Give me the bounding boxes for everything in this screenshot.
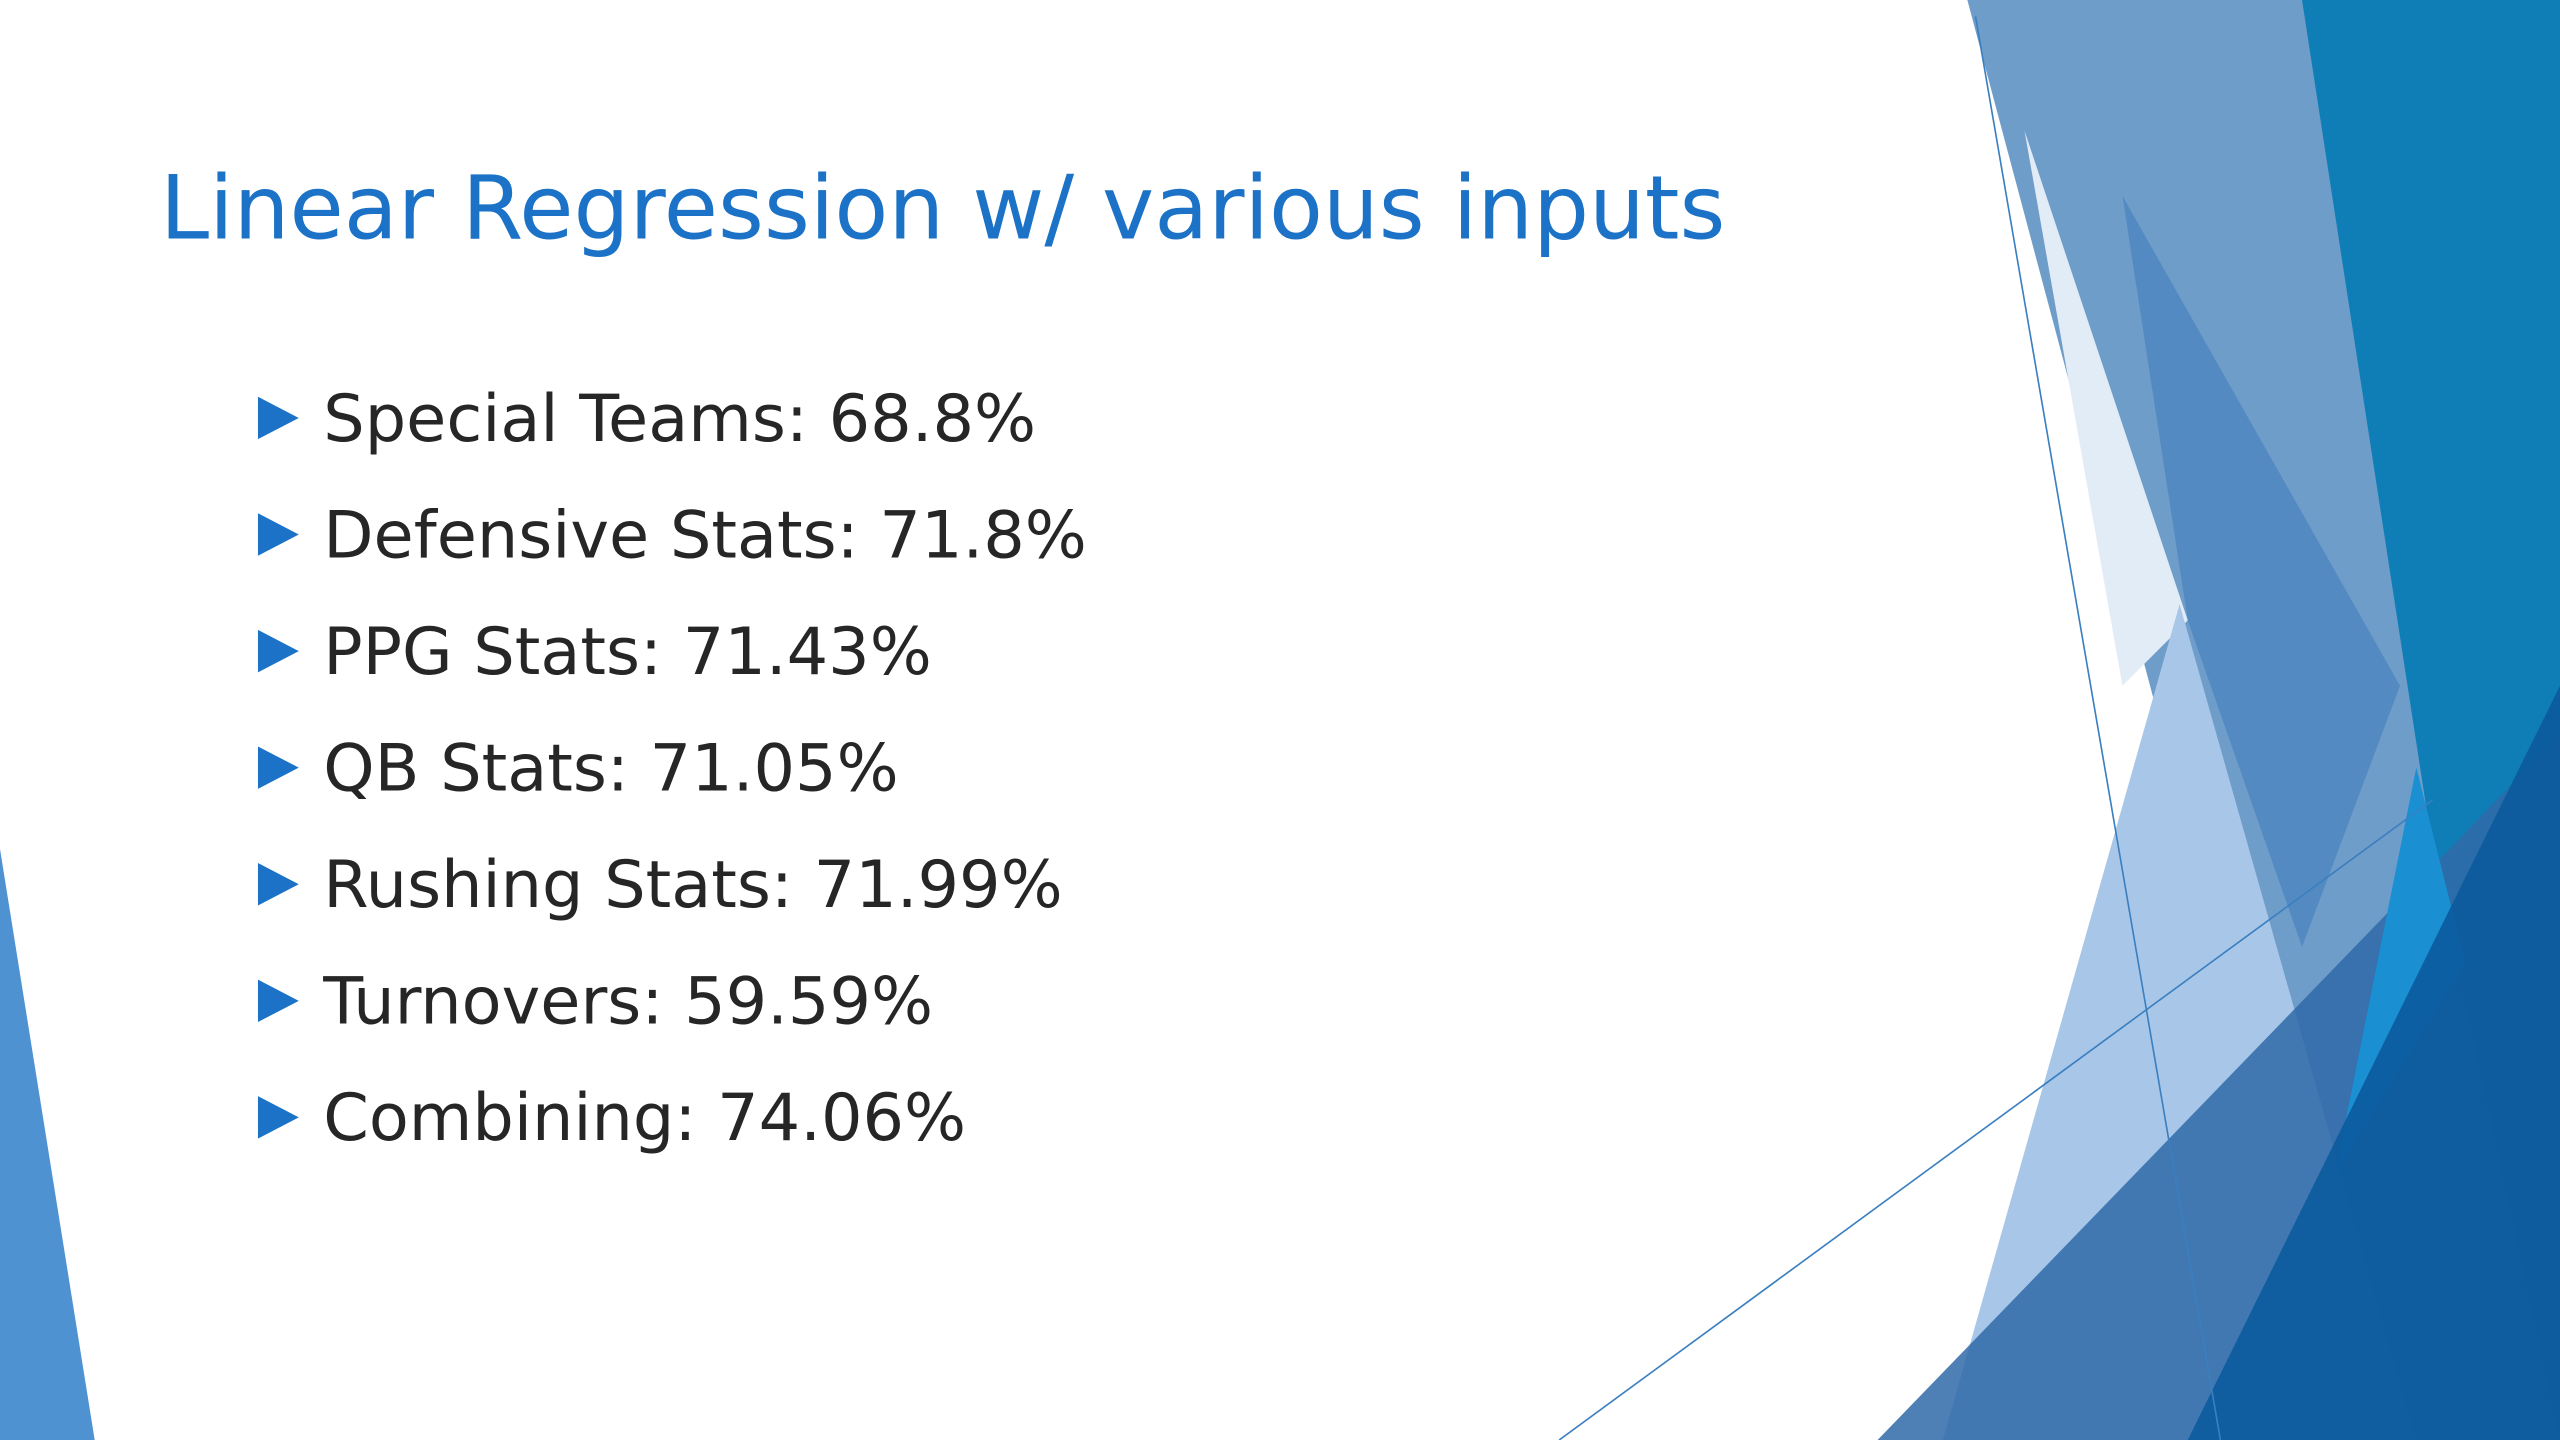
bullet-marker: [257, 396, 299, 440]
bullet-marker: [257, 979, 299, 1023]
bullet-text: Turnovers: 59.59%: [322, 964, 933, 1040]
right-shape: [2334, 767, 2466, 1176]
bullet-marker: [257, 513, 299, 556]
bullet-marker: [257, 629, 299, 673]
bullet-marker: [257, 746, 299, 789]
bullet-text: Defensive Stats: 71.8%: [323, 497, 1087, 573]
accent-line: [1558, 799, 2434, 1440]
bullet-text: Rushing Stats: 71.99%: [323, 847, 1062, 923]
bullet-marker: [257, 1096, 299, 1139]
accent-line: [1974, 16, 2222, 1440]
bullet-text: PPG Stats: 71.43%: [323, 614, 932, 690]
right-shape: [2024, 130, 2188, 686]
bullet-marker: [257, 863, 299, 906]
slide-title: Linear Regression w/ various inputs: [160, 156, 1725, 259]
right-shape: [2122, 195, 2400, 947]
bullet-text: Special Teams: 68.8%: [323, 381, 1036, 457]
bullet-text: QB Stats: 71.05%: [323, 731, 898, 807]
bullet-list: Special Teams: 68.8% Defensive Stats: 71.…: [257, 381, 1087, 1156]
bullet-text: Combining: 74.06%: [323, 1080, 966, 1156]
